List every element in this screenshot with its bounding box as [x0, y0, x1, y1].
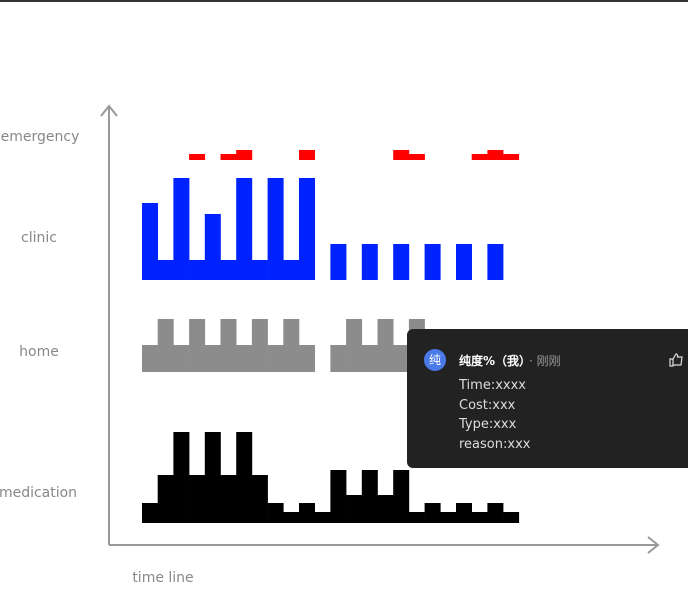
bar: [236, 432, 253, 523]
top-border: [0, 0, 688, 2]
user: 纯度%（我） · 刚刚: [459, 352, 561, 369]
bar: [393, 244, 410, 280]
bar: [408, 512, 425, 523]
bar: [204, 432, 221, 523]
bar: [377, 495, 394, 523]
bar: [173, 178, 190, 280]
bar: [487, 150, 504, 160]
bar: [189, 475, 206, 523]
bar: [283, 512, 300, 523]
bar: [456, 503, 472, 523]
bar: [393, 345, 410, 372]
line: reason:xxx: [459, 436, 531, 452]
bar: [361, 244, 378, 280]
bar: [189, 260, 206, 280]
tooltip-lines: Time:xxxx Cost:xxx Type:xxx reason:xxx: [459, 376, 530, 454]
bar: [157, 260, 174, 280]
bar: [236, 150, 253, 160]
bar: [173, 432, 190, 523]
row-label: medication: [0, 485, 77, 501]
x-axis-label: time line: [132, 570, 193, 586]
bar: [299, 345, 315, 372]
bar: [346, 319, 363, 372]
user-name: 纯度%（我）: [459, 354, 526, 368]
y-arrow: [100, 104, 118, 117]
bar: [220, 319, 237, 372]
bar: [251, 319, 268, 372]
row-label: clinic: [21, 230, 57, 246]
bar: [503, 154, 520, 160]
line: Cost:xxx: [459, 397, 516, 413]
bar: [236, 178, 253, 280]
bar: [393, 150, 410, 160]
tooltip: 纯 纯度%（我） · 刚刚 Time:xxxx Cost:xxx Type:xxx…: [407, 329, 688, 468]
bar: [251, 475, 268, 523]
bar: [220, 260, 237, 280]
bar: [157, 319, 174, 372]
bar: [204, 345, 221, 372]
bar: [173, 345, 190, 372]
bar: [361, 470, 378, 523]
bar: [220, 475, 237, 523]
line: Type:xxx: [459, 417, 517, 432]
bar: [330, 470, 347, 523]
bar: [299, 503, 315, 523]
bar: [142, 503, 158, 523]
bar: [251, 260, 268, 280]
bar: [503, 512, 520, 523]
row-label: emergency: [1, 129, 80, 145]
bar: [142, 345, 158, 372]
bar: [361, 345, 378, 372]
bar: [440, 512, 457, 523]
bar: [408, 154, 425, 160]
bar: [283, 260, 300, 280]
bar: [299, 150, 315, 160]
bar: [314, 512, 331, 523]
bar: [456, 244, 472, 280]
row-label: home: [19, 344, 59, 360]
bar: [204, 214, 221, 280]
bar: [220, 154, 237, 160]
bar: [377, 319, 394, 372]
bar: [189, 154, 206, 160]
bar: [283, 319, 300, 372]
bar: [471, 512, 488, 523]
bar: [424, 503, 441, 523]
bar: [424, 244, 441, 280]
bar: [157, 475, 174, 523]
bar: [189, 319, 206, 372]
bar: [299, 178, 315, 280]
bar: [142, 203, 158, 280]
bar: [267, 503, 284, 523]
bar: [236, 345, 253, 372]
x-arrow: [647, 536, 660, 554]
bar: [393, 470, 410, 523]
bar: [346, 495, 363, 523]
bar: [487, 244, 504, 280]
bar: [330, 345, 347, 372]
bar: [487, 503, 504, 523]
bar: [330, 244, 347, 280]
bar: [267, 178, 284, 280]
avatar: 纯: [424, 349, 446, 371]
line: Time:xxxx: [459, 378, 526, 393]
bar: [267, 345, 284, 372]
time: · 刚刚: [529, 354, 561, 368]
bar: [471, 154, 488, 160]
like-icon[interactable]: [669, 353, 683, 367]
